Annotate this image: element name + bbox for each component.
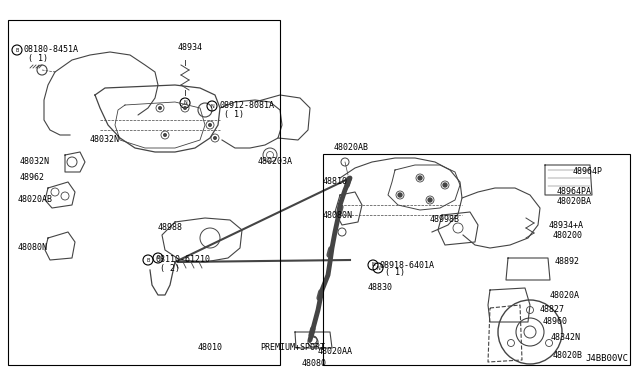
Text: 08110-61210: 08110-61210 — [155, 256, 210, 264]
Text: 48892: 48892 — [555, 257, 580, 266]
Text: 48964PA: 48964PA — [557, 187, 592, 196]
Circle shape — [418, 176, 422, 180]
Text: 48988: 48988 — [158, 224, 183, 232]
Text: 08912-8081A: 08912-8081A — [219, 102, 274, 110]
Text: 48342N: 48342N — [551, 334, 581, 343]
Text: 48020AB: 48020AB — [18, 196, 53, 205]
Text: B: B — [157, 256, 159, 260]
FancyArrowPatch shape — [339, 207, 341, 213]
Circle shape — [183, 106, 187, 110]
Text: 48962: 48962 — [20, 173, 45, 183]
Text: 48020AA: 48020AA — [318, 347, 353, 356]
FancyArrowPatch shape — [319, 292, 321, 298]
Text: 48032N: 48032N — [90, 135, 120, 144]
Text: ( 1): ( 1) — [28, 54, 48, 62]
Text: 08180-8451A: 08180-8451A — [24, 45, 79, 55]
Circle shape — [158, 106, 162, 110]
Text: ( 1): ( 1) — [224, 109, 244, 119]
Bar — [323, 154, 630, 365]
Text: N: N — [183, 100, 187, 106]
Text: 48964P: 48964P — [573, 167, 603, 176]
Text: 48960: 48960 — [543, 317, 568, 327]
Text: B: B — [147, 257, 150, 263]
Circle shape — [398, 193, 402, 197]
Text: J4BB00VC: J4BB00VC — [585, 354, 628, 363]
Circle shape — [443, 183, 447, 187]
Text: PREMIUM+SPORT: PREMIUM+SPORT — [260, 343, 325, 353]
FancyArrowPatch shape — [311, 329, 313, 335]
Circle shape — [163, 133, 167, 137]
Text: 48020A: 48020A — [550, 291, 580, 299]
Circle shape — [428, 198, 432, 202]
Text: 48934+A: 48934+A — [549, 221, 584, 230]
Text: 48020BA: 48020BA — [557, 198, 592, 206]
FancyArrowPatch shape — [329, 249, 331, 255]
Text: N: N — [210, 103, 214, 109]
Text: 48010: 48010 — [198, 343, 223, 353]
Text: 48020AB: 48020AB — [334, 144, 369, 153]
Text: 48934: 48934 — [178, 44, 203, 52]
Text: 48810: 48810 — [323, 177, 348, 186]
Text: 48998B: 48998B — [430, 215, 460, 224]
Text: N: N — [371, 263, 375, 267]
Circle shape — [208, 123, 212, 127]
Text: 48080N: 48080N — [323, 211, 353, 219]
Bar — [8, 20, 280, 365]
Text: 48020B: 48020B — [553, 350, 583, 359]
Text: 48827: 48827 — [540, 305, 565, 314]
Text: 480203A: 480203A — [258, 157, 293, 167]
Text: 48830: 48830 — [368, 283, 393, 292]
Text: 48032N: 48032N — [20, 157, 50, 167]
Text: ( 2): ( 2) — [160, 263, 180, 273]
Text: B: B — [15, 48, 19, 52]
Text: 08918-6401A: 08918-6401A — [380, 260, 435, 269]
Circle shape — [213, 136, 217, 140]
Text: N: N — [376, 266, 380, 270]
Text: 48080: 48080 — [302, 359, 327, 369]
Text: 480200: 480200 — [553, 231, 583, 240]
FancyArrowPatch shape — [347, 179, 349, 185]
Text: 48080N: 48080N — [18, 244, 48, 253]
Text: ( 1): ( 1) — [385, 269, 405, 278]
